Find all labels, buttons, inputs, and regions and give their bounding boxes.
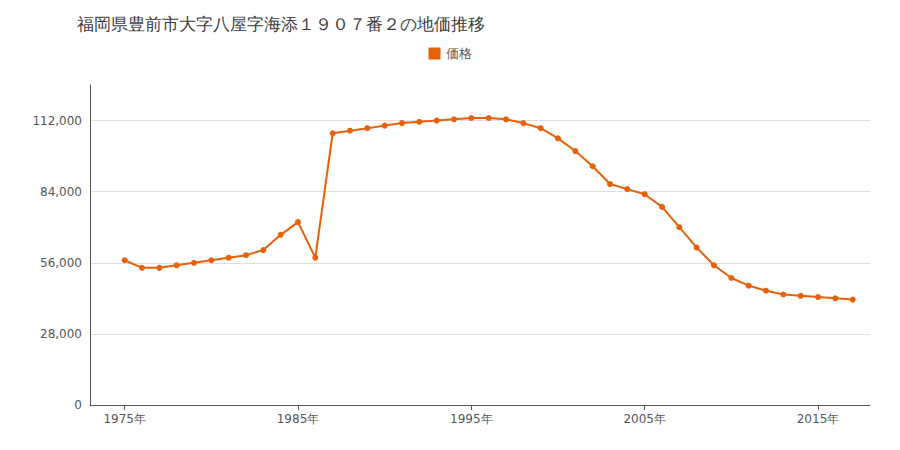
svg-text:112,000: 112,000 <box>32 114 82 128</box>
svg-text:1975年: 1975年 <box>103 412 146 426</box>
svg-text:0: 0 <box>74 398 82 412</box>
svg-text:価格: 価格 <box>446 46 472 61</box>
svg-text:84,000: 84,000 <box>40 185 82 199</box>
svg-text:56,000: 56,000 <box>40 256 82 270</box>
svg-text:2015年: 2015年 <box>797 412 840 426</box>
svg-text:福岡県豊前市大字八屋字海添１９０７番２の地価推移: 福岡県豊前市大字八屋字海添１９０７番２の地価推移 <box>77 14 485 34</box>
svg-text:2005年: 2005年 <box>623 412 666 426</box>
svg-text:1985年: 1985年 <box>277 412 320 426</box>
svg-text:1995年: 1995年 <box>450 412 493 426</box>
svg-text:28,000: 28,000 <box>40 327 82 341</box>
